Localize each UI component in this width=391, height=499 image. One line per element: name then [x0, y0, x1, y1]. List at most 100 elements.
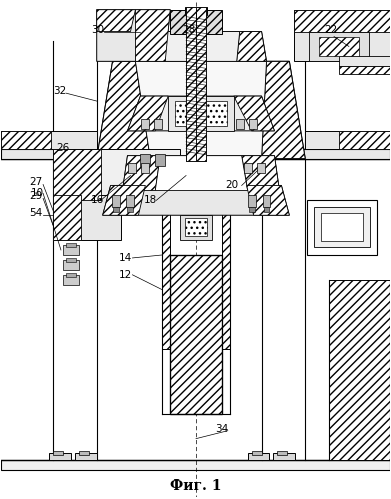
Polygon shape [247, 186, 289, 215]
Polygon shape [127, 96, 168, 131]
Bar [185, 7, 207, 14]
Bar [319, 36, 359, 56]
Bar [339, 66, 389, 74]
Text: 18: 18 [143, 195, 157, 206]
Bar [79, 451, 89, 455]
Polygon shape [103, 186, 289, 215]
Polygon shape [97, 61, 305, 159]
Bar [154, 119, 162, 129]
Text: 14: 14 [118, 253, 132, 263]
Bar [249, 207, 255, 212]
Text: Фиг. 1: Фиг. 1 [170, 480, 222, 494]
Text: 22: 22 [324, 24, 337, 34]
Bar [307, 201, 377, 255]
Polygon shape [294, 9, 389, 31]
Bar [222, 186, 230, 349]
Polygon shape [97, 9, 135, 31]
Bar [140, 154, 150, 166]
Polygon shape [53, 149, 180, 201]
Polygon shape [2, 131, 97, 149]
Polygon shape [103, 186, 145, 215]
Bar [168, 96, 234, 131]
Bar [321, 213, 363, 241]
Bar [273, 453, 295, 461]
Bar [186, 7, 206, 161]
Polygon shape [135, 9, 170, 61]
Text: 10: 10 [31, 189, 44, 199]
Polygon shape [122, 156, 160, 191]
Polygon shape [97, 61, 150, 159]
Bar [170, 255, 222, 414]
Bar [111, 196, 120, 207]
Bar [248, 453, 269, 461]
Polygon shape [97, 9, 170, 61]
Text: 16: 16 [91, 195, 104, 206]
Polygon shape [135, 31, 267, 61]
Polygon shape [127, 96, 274, 131]
Bar [256, 163, 264, 173]
Polygon shape [135, 31, 165, 61]
Polygon shape [242, 156, 280, 191]
Bar [185, 218, 207, 236]
Bar [314, 207, 370, 247]
Text: 34: 34 [215, 424, 228, 434]
Bar [2, 461, 389, 471]
Bar [142, 163, 149, 173]
Bar [248, 196, 256, 207]
Bar [63, 260, 79, 270]
Bar [113, 207, 118, 212]
Bar [244, 163, 251, 173]
Bar [262, 196, 271, 207]
Bar [53, 451, 63, 455]
Bar [277, 451, 287, 455]
Bar [249, 119, 256, 129]
Text: 29: 29 [29, 192, 43, 202]
Polygon shape [237, 31, 267, 61]
Bar [162, 186, 170, 349]
Bar [339, 56, 389, 66]
Polygon shape [305, 131, 389, 149]
Polygon shape [294, 9, 389, 61]
Bar [66, 258, 76, 262]
Polygon shape [339, 131, 389, 149]
Text: 26: 26 [56, 143, 69, 153]
Polygon shape [162, 31, 240, 61]
Text: 30: 30 [91, 24, 104, 34]
Polygon shape [2, 131, 51, 149]
Bar [75, 453, 97, 461]
Bar [251, 451, 262, 455]
Bar [186, 7, 196, 161]
Text: 28: 28 [182, 24, 196, 34]
Bar [170, 255, 222, 414]
Bar [66, 243, 76, 247]
Bar [329, 280, 389, 461]
Polygon shape [155, 156, 248, 191]
Polygon shape [53, 196, 120, 240]
Bar [127, 196, 135, 207]
Text: 32: 32 [53, 86, 66, 96]
Polygon shape [53, 149, 100, 201]
Polygon shape [262, 61, 305, 159]
Text: 12: 12 [118, 270, 132, 280]
Polygon shape [234, 96, 274, 131]
Bar [49, 453, 71, 461]
Bar [155, 154, 165, 166]
Bar [142, 119, 149, 129]
Text: 54: 54 [29, 208, 43, 218]
Bar [175, 101, 227, 126]
Polygon shape [53, 196, 81, 240]
Text: 27: 27 [29, 178, 43, 188]
Text: 20: 20 [225, 181, 238, 191]
Bar [129, 163, 136, 173]
Bar [63, 245, 79, 255]
Bar [170, 9, 222, 33]
Bar [236, 119, 244, 129]
Bar [127, 207, 133, 212]
Bar [196, 7, 206, 161]
Polygon shape [2, 149, 389, 159]
Polygon shape [135, 61, 267, 159]
Bar [63, 275, 79, 285]
Bar [66, 273, 76, 277]
Bar [180, 215, 212, 240]
Polygon shape [122, 156, 280, 191]
